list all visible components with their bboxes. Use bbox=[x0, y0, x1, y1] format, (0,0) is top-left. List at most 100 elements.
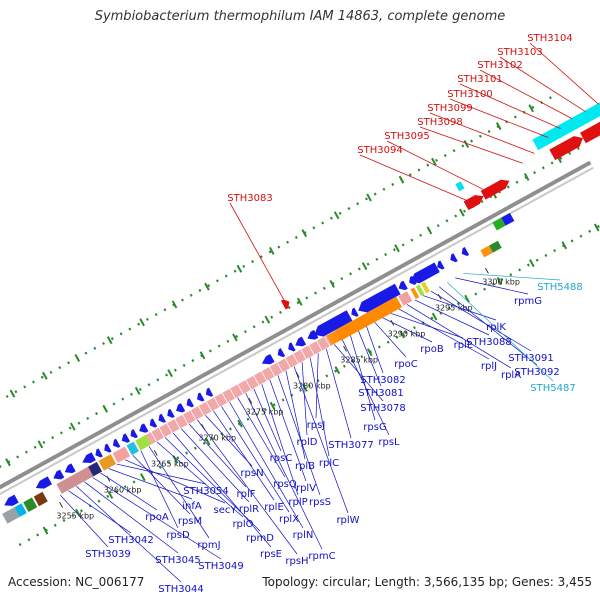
label-sth3054: STH3054 bbox=[183, 486, 228, 497]
guide-tick bbox=[561, 241, 568, 250]
leader-top bbox=[479, 69, 573, 120]
reverse-gene-5 bbox=[82, 452, 96, 464]
label-sth3099: STH3099 bbox=[427, 103, 472, 114]
leader-bottom bbox=[68, 490, 132, 534]
leader-bottom bbox=[140, 450, 179, 529]
guide-tick bbox=[199, 351, 206, 360]
leader-bottom bbox=[180, 428, 250, 503]
guide-tick bbox=[204, 282, 210, 291]
gene-labels: STH3104 STH3103 STH3102 STH3101 STH3100 STH30… bbox=[85, 33, 582, 595]
label-rplc: rplC bbox=[319, 458, 339, 469]
label-sth3094: STH3094 bbox=[357, 145, 402, 156]
reverse-gene-19 bbox=[261, 353, 275, 365]
cog-separator bbox=[261, 371, 268, 382]
guide-tick bbox=[361, 262, 368, 271]
leader-bottom bbox=[60, 494, 109, 548]
cog-separator bbox=[166, 423, 173, 434]
label-sth3039: STH3039 bbox=[85, 549, 130, 560]
reverse-gene-3 bbox=[53, 469, 65, 480]
guide-line-3 bbox=[18, 224, 600, 547]
label-rpmg: rpmG bbox=[514, 296, 542, 307]
label-sth3098: STH3098 bbox=[417, 117, 462, 128]
leader-bottom bbox=[293, 366, 349, 514]
leader-top bbox=[359, 154, 470, 202]
cog-block-3 bbox=[23, 497, 38, 513]
leader-bottom bbox=[172, 432, 272, 548]
label-sth3049: STH3049 bbox=[198, 561, 243, 572]
leader-bottom bbox=[213, 410, 275, 501]
label-sth3088: STH3088 bbox=[466, 337, 511, 348]
guide-tick bbox=[366, 193, 372, 202]
guide-tick bbox=[167, 369, 173, 378]
guide-tick bbox=[301, 229, 308, 238]
reverse-gene-15 bbox=[176, 403, 186, 413]
cog-block-8 bbox=[112, 446, 131, 463]
guide-tick bbox=[464, 294, 470, 303]
leader-bottom bbox=[398, 308, 490, 360]
scale-label: 3290 kbp bbox=[388, 329, 426, 338]
cog-block-5 bbox=[56, 466, 94, 494]
leader-top bbox=[229, 202, 284, 300]
cyan-small bbox=[455, 181, 465, 192]
leader-bottom bbox=[197, 419, 298, 555]
cog-block-7 bbox=[98, 454, 117, 471]
label-rpss: rpsS bbox=[309, 497, 331, 508]
label-rplr: rplR bbox=[239, 504, 259, 515]
reverse-gene-1 bbox=[4, 494, 19, 506]
leader-bottom bbox=[245, 392, 323, 550]
leader-bottom bbox=[205, 415, 253, 467]
guide-tick bbox=[42, 526, 49, 535]
leader-top bbox=[459, 83, 561, 129]
leader-bottom bbox=[414, 299, 490, 336]
cog-block-13 bbox=[398, 291, 413, 306]
leader-bottom bbox=[406, 304, 512, 369]
label-rplj: rplJ bbox=[481, 361, 497, 372]
label-rpob: rpoB bbox=[420, 344, 444, 355]
guide-tick bbox=[431, 157, 437, 166]
leader-bottom bbox=[438, 286, 538, 366]
reverse-gene-6 bbox=[95, 448, 103, 458]
reverse-gene-9 bbox=[121, 433, 131, 443]
label-rpll: rplL bbox=[454, 340, 473, 351]
scale-label: 3280 kbp bbox=[293, 381, 331, 390]
label-rpsd: rpsD bbox=[166, 530, 190, 541]
reverse-gene-long-2 bbox=[358, 283, 401, 313]
label-rple: rplE bbox=[264, 502, 284, 513]
label-rpln: rplN bbox=[293, 530, 314, 541]
label-rpse: rpsE bbox=[260, 549, 282, 560]
cog-block-4 bbox=[33, 491, 48, 507]
scale-tick bbox=[343, 345, 347, 352]
reverse-gene-2 bbox=[35, 476, 53, 489]
leader-bottom bbox=[221, 406, 290, 513]
leader-bottom bbox=[374, 321, 407, 358]
label-rpmc: rpmC bbox=[308, 551, 335, 562]
leader-bottom bbox=[84, 481, 179, 554]
label-sth3045: STH3045 bbox=[155, 555, 200, 566]
scale-label: 3295 kbp bbox=[435, 303, 473, 312]
cog-block-14 bbox=[410, 287, 420, 300]
scale-label: 3260 kbp bbox=[104, 486, 142, 495]
guide-tick bbox=[593, 223, 600, 232]
leader-bottom bbox=[277, 375, 321, 496]
label-sth3077: STH3077 bbox=[328, 440, 373, 451]
reverse-gene-12 bbox=[149, 418, 158, 428]
guide-tick bbox=[106, 336, 113, 345]
guide-tick bbox=[366, 348, 373, 357]
cog-separator bbox=[324, 336, 331, 347]
label-rplo: rplO bbox=[232, 519, 253, 530]
label-rplw: rplW bbox=[336, 515, 359, 526]
leader-bottom bbox=[350, 335, 376, 421]
label-rpmj: rpmJ bbox=[197, 540, 220, 551]
reverse-gene-22 bbox=[295, 336, 307, 347]
label-rplx: rplX bbox=[279, 514, 299, 525]
label-rplb: rplB bbox=[295, 461, 315, 472]
guide-tick bbox=[394, 244, 400, 253]
cog-separator bbox=[174, 418, 181, 429]
leader-lines bbox=[60, 42, 599, 583]
reverse-gene-8 bbox=[112, 438, 121, 448]
label-rplk: rplK bbox=[486, 322, 506, 333]
label-rpsq: rpsQ bbox=[273, 479, 297, 490]
reverse-gene-14 bbox=[167, 408, 175, 418]
guide-tick bbox=[42, 371, 48, 380]
leader-bottom bbox=[92, 477, 222, 560]
